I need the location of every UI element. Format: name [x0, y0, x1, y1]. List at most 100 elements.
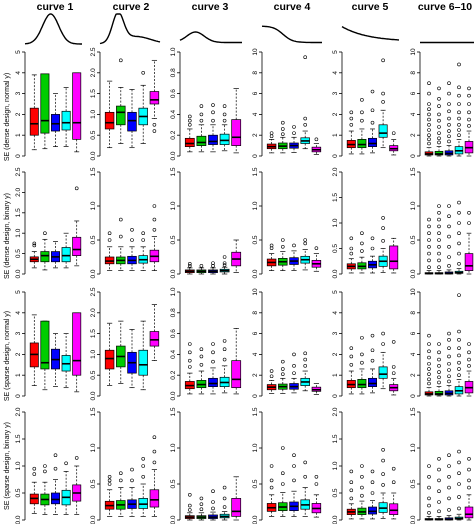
outlier-point [447, 204, 451, 208]
outlier-point [188, 123, 192, 127]
box-body [389, 503, 399, 515]
box-body [389, 245, 399, 270]
outlier-point [303, 116, 308, 121]
outlier-point [447, 224, 451, 229]
outlier-point [152, 204, 157, 208]
outlier-point [292, 243, 296, 248]
box-body [40, 320, 50, 370]
outlier-point [457, 482, 461, 486]
outlier-point [457, 346, 461, 350]
box-body [184, 137, 195, 147]
outlier-point [188, 503, 192, 508]
panel-r4-c2: 0.0 0.5 1.0 1.5 [90, 407, 160, 524]
y-tick-label: 10 [252, 288, 259, 296]
outlier-point [447, 123, 451, 127]
outlier-point [119, 478, 123, 483]
box-3 [127, 329, 137, 389]
outlier-point [427, 224, 431, 229]
box-1 [266, 243, 277, 271]
outlier-point [370, 480, 375, 485]
outlier-point [437, 136, 441, 141]
box-body [368, 137, 377, 147]
box-1 [424, 81, 434, 157]
box-5 [231, 328, 242, 395]
outlier-point [280, 367, 285, 371]
y-tick-label: 8 [410, 71, 417, 75]
outlier-point [199, 502, 204, 506]
outlier-point [211, 110, 215, 115]
outlier-point [199, 104, 204, 108]
box-body [61, 110, 71, 131]
outlier-point [211, 489, 215, 494]
outlier-point [292, 364, 296, 368]
outlier-point [360, 335, 364, 340]
outlier-point [314, 246, 319, 250]
outlier-point [447, 464, 451, 468]
outlier-point [427, 503, 431, 508]
outlier-point [349, 123, 354, 127]
outlier-point [141, 71, 145, 75]
outlier-point [303, 460, 308, 465]
outlier-point [437, 509, 441, 514]
y-tick-label: 0.5 [332, 244, 339, 253]
y-tick-label: 4 [15, 71, 22, 75]
outlier-point [152, 228, 157, 232]
outlier-point [447, 102, 451, 106]
box-1 [424, 333, 434, 397]
box-4 [219, 485, 230, 521]
panel-r3-c2: 0.0 0.5 1.0 1.5 2.0 2.5 [90, 287, 160, 401]
outlier-point [188, 350, 192, 355]
y-tick-label: 0.0 [90, 151, 97, 160]
row-labels: SE (dense design, normal y) SE (dense de… [4, 73, 11, 510]
box-4 [61, 333, 71, 389]
box-1 [104, 474, 115, 517]
y-tick-label: 5 [332, 50, 339, 54]
outlier-point [119, 234, 123, 239]
box-1 [184, 261, 195, 275]
outlier-point [211, 261, 215, 265]
y-tick-label: 5 [332, 290, 339, 294]
outlier-point [211, 350, 215, 355]
outlier-point [280, 446, 285, 450]
box-4 [300, 55, 310, 150]
box-4 [138, 71, 148, 144]
y-tick-label: 1.0 [170, 287, 177, 296]
outlier-point [447, 474, 451, 479]
box-5 [231, 239, 242, 273]
outlier-point [53, 453, 58, 458]
y-tick-label: 2 [15, 352, 22, 356]
box-body [149, 91, 160, 105]
y-tick-label: 0.0 [170, 391, 177, 400]
box-3 [368, 469, 377, 520]
outlier-point [437, 104, 441, 108]
box-4 [219, 104, 230, 152]
panel-r4-c5: 0.0 0.5 1.0 1.5 2.0 [332, 407, 399, 524]
y-tick-label: 1.5 [170, 167, 177, 176]
box-body [231, 360, 242, 389]
outlier-point [437, 467, 441, 472]
y-tick-label: 5 [15, 50, 22, 54]
y-tick-label: 2 [332, 112, 339, 116]
y-tick-label: 1.0 [90, 110, 97, 119]
outlier-point [349, 116, 354, 121]
box-1 [29, 74, 39, 151]
panel-r2-c4: 0.0 0.5 1.0 1.5 [252, 167, 322, 279]
box-5 [72, 72, 82, 153]
outlier-point [381, 100, 385, 104]
outlier-point [447, 81, 451, 85]
y-tick-label: 4 [15, 311, 22, 315]
outlier-point [447, 134, 451, 139]
box-2 [116, 320, 126, 384]
outlier-point [457, 123, 461, 127]
curve-shape-3 [179, 31, 242, 44]
outlier-point [447, 374, 451, 379]
panel-r3-c6: 0 2 4 6 8 10 [410, 288, 474, 398]
outlier-point [303, 351, 308, 356]
y-tick-label: 2.0 [90, 68, 97, 77]
y-tick-label: 10 [252, 48, 259, 56]
y-tick-label: 1.5 [410, 167, 417, 176]
y-tick-label: 0.8 [170, 308, 177, 317]
panel-r1-c1: 0 1 2 3 4 5 [15, 50, 82, 158]
box-2 [278, 120, 288, 154]
y-tick-label: 0.0 [90, 391, 97, 400]
